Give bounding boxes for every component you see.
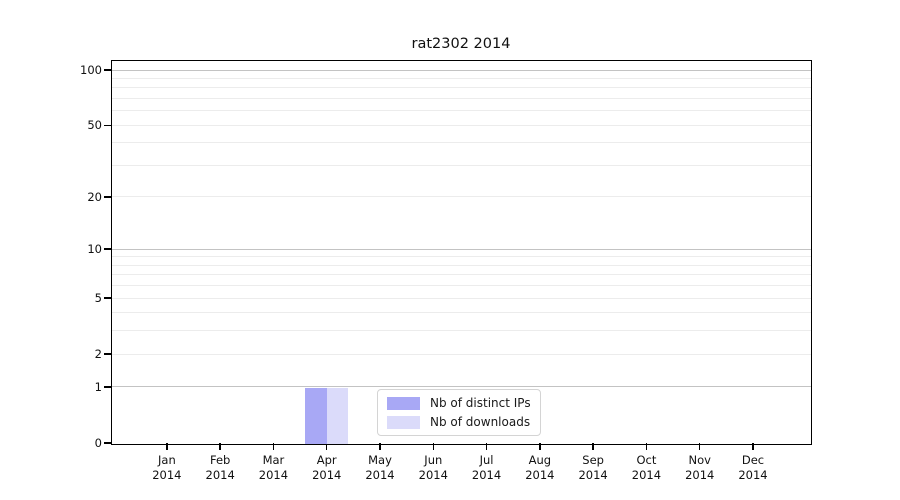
chart-title: rat2302 2014 bbox=[411, 36, 511, 52]
x-axis-tick-label: Dec 2014 bbox=[723, 453, 783, 483]
legend-label-distinct-ips: Nb of distinct IPs bbox=[430, 396, 531, 410]
x-label-month: Jul bbox=[479, 453, 494, 467]
legend-label-downloads: Nb of downloads bbox=[430, 415, 531, 429]
minor-gridline bbox=[112, 256, 811, 258]
y-axis-tick-label: 100 bbox=[80, 63, 102, 78]
x-axis-tick bbox=[539, 443, 541, 450]
minor-gridline bbox=[112, 87, 811, 89]
y-axis-tick-label: 0 bbox=[94, 436, 102, 450]
legend-item-distinct-ips: Nb of distinct IPs bbox=[387, 396, 531, 410]
x-axis-tick bbox=[166, 443, 168, 450]
y-axis-tick-label: 5 bbox=[94, 291, 102, 306]
y-axis-tick bbox=[104, 442, 111, 444]
minor-gridline bbox=[112, 196, 811, 198]
y-axis-tick-label: 20 bbox=[87, 189, 102, 204]
x-label-month: Feb bbox=[209, 453, 231, 467]
y-axis-tick-label: 1 bbox=[94, 379, 102, 394]
minor-gridline bbox=[112, 98, 811, 100]
x-axis-tick-label: Feb 2014 bbox=[190, 453, 250, 483]
x-label-month: Nov bbox=[688, 453, 711, 467]
x-axis-tick-label: Sep 2014 bbox=[563, 453, 623, 483]
y-axis-tick bbox=[104, 124, 111, 127]
x-label-month: Apr bbox=[316, 453, 337, 467]
y-axis-tick bbox=[104, 248, 111, 250]
x-axis-tick bbox=[379, 443, 381, 450]
x-label-month: Jun bbox=[424, 453, 443, 467]
x-label-year: 2014 bbox=[152, 468, 182, 482]
x-axis-tick-label: May 2014 bbox=[350, 453, 410, 483]
x-label-month: May bbox=[368, 453, 392, 467]
x-axis-tick-label: Apr 2014 bbox=[297, 453, 357, 483]
x-label-year: 2014 bbox=[258, 468, 289, 482]
legend-item-downloads: Nb of downloads bbox=[387, 415, 531, 429]
minor-gridline bbox=[112, 77, 811, 79]
y-axis-tick bbox=[104, 297, 111, 299]
x-label-month: Sep bbox=[582, 453, 604, 467]
x-label-year: 2014 bbox=[578, 468, 608, 482]
minor-gridline bbox=[112, 264, 811, 266]
x-label-year: 2014 bbox=[471, 468, 502, 482]
minor-gridline bbox=[112, 142, 811, 144]
y-axis-tick bbox=[104, 386, 111, 388]
x-label-year: 2014 bbox=[525, 468, 555, 482]
x-label-year: 2014 bbox=[631, 468, 662, 482]
minor-gridline bbox=[112, 124, 811, 126]
x-axis-tick-label: Mar 2014 bbox=[243, 453, 303, 483]
x-axis-tick bbox=[432, 443, 435, 450]
y-axis-tick-label: 2 bbox=[94, 347, 102, 362]
minor-gridline bbox=[112, 165, 811, 166]
x-axis-tick bbox=[272, 443, 275, 450]
x-label-year: 2014 bbox=[312, 468, 342, 482]
plot-area: 0 1 2 5 10 20 50 100 Jan 2014 Feb 2014 Mar 2014 Apr 201… bbox=[80, 60, 812, 482]
major-gridline bbox=[112, 248, 811, 250]
y-axis-tick bbox=[104, 69, 111, 71]
x-axis-tick bbox=[645, 443, 648, 450]
major-gridline bbox=[112, 386, 811, 388]
y-axis-tick-label: 50 bbox=[87, 118, 102, 133]
minor-gridline bbox=[112, 285, 811, 287]
x-label-month: Aug bbox=[528, 453, 552, 467]
bar-nb-of-distinct-ips bbox=[305, 388, 327, 444]
x-axis-tick-label: Jul 2014 bbox=[457, 453, 517, 483]
minor-gridline bbox=[112, 110, 811, 112]
legend-swatch-distinct-ips bbox=[387, 396, 420, 410]
x-label-year: 2014 bbox=[205, 468, 235, 482]
x-axis-tick-label: Jan 2014 bbox=[137, 453, 197, 483]
x-label-year: 2014 bbox=[418, 468, 448, 482]
x-axis-tick-label: Aug 2014 bbox=[510, 453, 570, 483]
x-label-month: Dec bbox=[741, 453, 765, 467]
x-axis-tick-label: Oct 2014 bbox=[616, 453, 676, 483]
legend-swatch-downloads bbox=[387, 415, 420, 429]
x-label-year: 2014 bbox=[365, 468, 395, 482]
x-axis-tick bbox=[698, 443, 701, 450]
minor-gridline bbox=[112, 353, 811, 355]
x-label-month: Jan bbox=[158, 453, 176, 467]
y-axis-tick bbox=[104, 196, 111, 198]
x-label-month: Mar bbox=[262, 453, 285, 467]
x-axis-tick bbox=[325, 443, 328, 450]
legend: Nb of distinct IPs Nb of downloads bbox=[377, 389, 541, 436]
minor-gridline bbox=[112, 274, 811, 276]
x-axis-tick bbox=[485, 443, 488, 450]
x-axis-tick bbox=[592, 443, 594, 450]
y-axis-tick bbox=[104, 353, 111, 355]
x-label-month: Oct bbox=[636, 453, 657, 467]
minor-gridline bbox=[112, 312, 811, 314]
x-axis-tick bbox=[219, 443, 221, 450]
x-axis-tick-label: Nov 2014 bbox=[670, 453, 730, 483]
x-axis-tick-label: Jun 2014 bbox=[403, 453, 463, 483]
major-gridline bbox=[112, 69, 811, 71]
y-axis-tick-label: 10 bbox=[87, 242, 102, 257]
x-label-year: 2014 bbox=[685, 468, 715, 482]
bar-nb-of-downloads bbox=[326, 388, 349, 444]
x-label-year: 2014 bbox=[738, 468, 768, 482]
minor-gridline bbox=[112, 297, 811, 299]
x-axis-tick bbox=[752, 443, 754, 450]
minor-gridline bbox=[112, 330, 811, 332]
